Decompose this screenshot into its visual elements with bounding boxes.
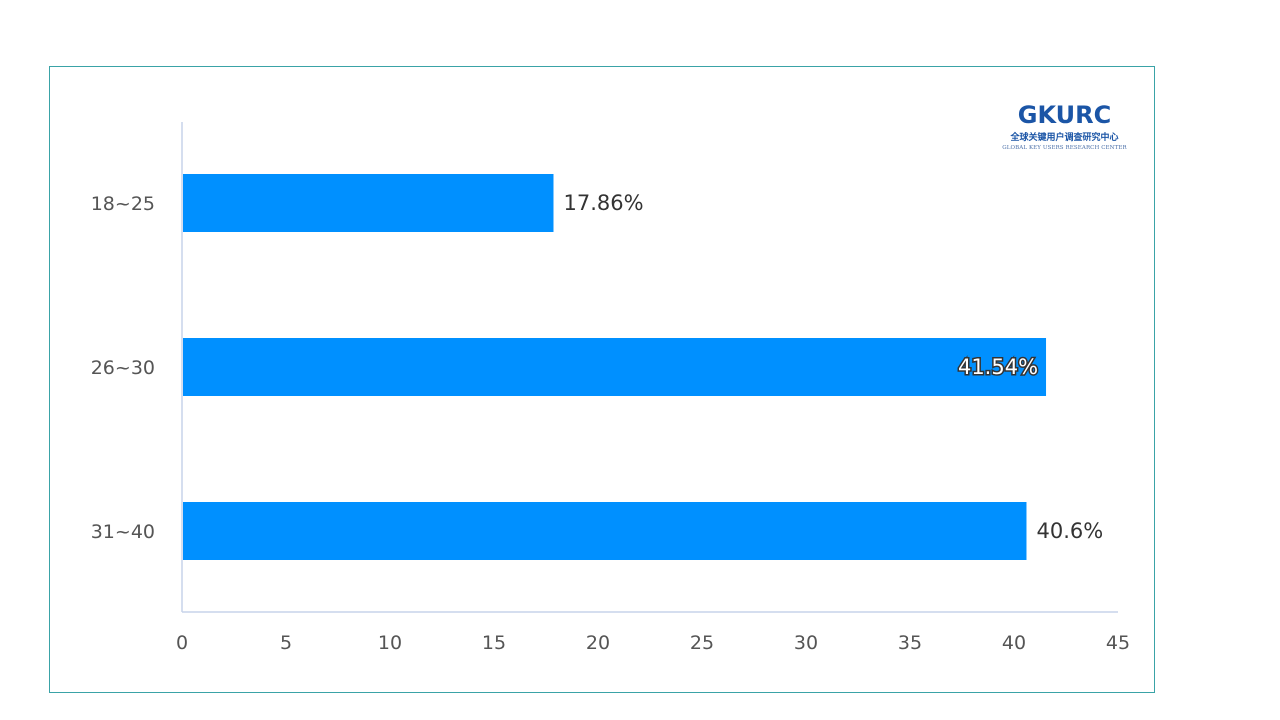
x-tick-label: 15	[482, 632, 506, 654]
logo-name: GKURC	[1017, 101, 1112, 129]
value-label: 17.86%	[563, 191, 643, 215]
category-label: 26~30	[91, 357, 155, 379]
bar	[183, 174, 554, 232]
x-tick-label: 35	[898, 632, 922, 654]
x-tick-label: 40	[1002, 632, 1026, 654]
x-tick-label: 20	[586, 632, 610, 654]
x-tick-label: 0	[176, 632, 188, 654]
x-tick-label: 25	[690, 632, 714, 654]
chart-axes: 0 5 10 15 20 25 30 35 40 45	[176, 122, 1130, 654]
gkurc-logo: GKURC 全球关键用户调查研究中心 GLOBAL KEY USERS RESE…	[992, 102, 1137, 152]
value-label: 40.6%	[1036, 519, 1103, 543]
chart-bars	[183, 174, 1047, 560]
x-tick-label: 10	[378, 632, 402, 654]
x-tick-label: 30	[794, 632, 818, 654]
logo-subtitle-en: GLOBAL KEY USERS RESEARCH CENTER	[1002, 145, 1127, 151]
category-label: 18~25	[91, 193, 155, 215]
bar	[183, 502, 1027, 560]
chart-labels: 18~25 17.86% 26~30 41.54% 31~40 40.6%	[91, 191, 1103, 543]
category-label: 31~40	[91, 521, 155, 543]
x-tick-label: 5	[280, 632, 292, 654]
bar	[183, 338, 1047, 396]
x-tick-label: 45	[1106, 632, 1130, 654]
value-label: 41.54%	[958, 355, 1038, 379]
logo-subtitle-cn: 全球关键用户调查研究中心	[1010, 133, 1119, 143]
